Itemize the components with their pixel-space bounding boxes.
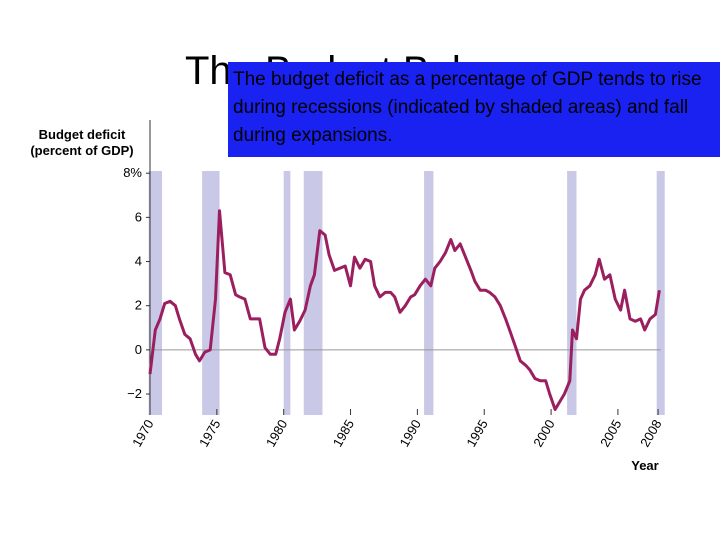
x-tick-label: 2005	[597, 417, 624, 450]
callout-note: The budget deficit as a percentage of GD…	[228, 62, 720, 157]
x-tick-label: 1990	[397, 417, 424, 450]
y-axis-label: (percent of GDP)	[30, 143, 133, 158]
recession-band	[656, 171, 665, 415]
recession-band	[567, 171, 577, 415]
y-tick-label: 8%	[123, 165, 142, 180]
recession-band	[148, 171, 163, 415]
x-tick-label: 1980	[263, 417, 290, 450]
x-tick-label: 2000	[530, 417, 557, 450]
y-axis-label: Budget deficit	[39, 127, 126, 142]
recession-band	[283, 171, 291, 415]
y-tick-label: 6	[135, 209, 142, 224]
data-line	[148, 209, 661, 411]
x-tick-label: 1975	[196, 417, 223, 450]
recession-band	[303, 171, 323, 415]
x-axis-label: Year	[631, 458, 658, 473]
x-tick-label: 2008	[637, 417, 664, 450]
y-tick-label: 0	[135, 342, 142, 357]
x-tick-label: 1970	[129, 417, 156, 450]
recession-band	[202, 171, 220, 415]
y-tick-label: 4	[135, 254, 142, 269]
y-tick-label: 2	[135, 298, 142, 313]
recession-band	[424, 171, 434, 415]
x-tick-label: 1995	[463, 417, 490, 450]
y-tick-label: −2	[127, 386, 142, 401]
x-tick-label: 1985	[330, 417, 357, 450]
